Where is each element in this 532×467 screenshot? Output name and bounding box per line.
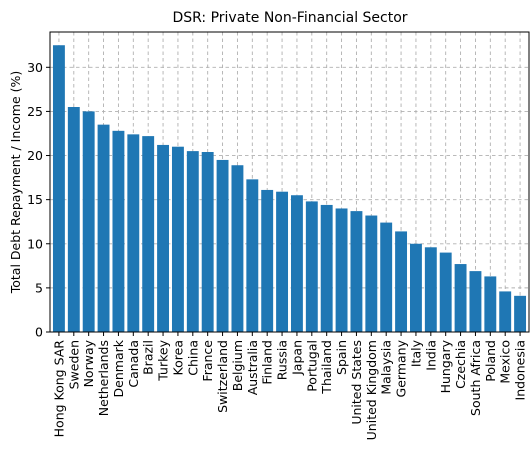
bar [380, 222, 393, 332]
bar [52, 45, 65, 333]
x-tick-label: Finland [260, 340, 275, 385]
bar [320, 204, 333, 332]
bar [171, 146, 184, 332]
bar [365, 215, 378, 332]
y-axis-label: Total Debt Repayment / Income (%) [8, 71, 23, 295]
x-tick-label: Germany [394, 339, 409, 397]
x-tick-label: Brazil [141, 340, 156, 375]
bar [142, 136, 155, 332]
x-tick-label: Malaysia [379, 340, 394, 395]
y-tick-label: 25 [27, 104, 43, 119]
bar [409, 243, 422, 332]
bar [305, 201, 318, 332]
x-tick-label: United Kingdom [364, 340, 379, 440]
bar [82, 111, 95, 332]
x-tick-label: Turkey [156, 339, 171, 381]
bar [231, 165, 244, 332]
plot-frame [49, 31, 530, 333]
x-tick-label: Hong Kong SAR [51, 340, 66, 438]
x-tick-label: Czechia [453, 340, 468, 389]
y-axis-ticks: 0 5 10 15 20 25 30 [27, 60, 50, 340]
bar [216, 159, 229, 332]
x-tick-label: Spain [334, 340, 349, 375]
bar [261, 189, 274, 332]
bar [157, 144, 170, 332]
y-tick-label: 20 [27, 148, 43, 163]
x-tick-label: Norway [81, 339, 96, 387]
bar [67, 107, 80, 332]
bar [499, 291, 512, 332]
bars [52, 45, 527, 333]
bar [112, 130, 125, 332]
x-tick-label: Indonesia [513, 340, 528, 400]
x-tick-label: France [200, 340, 215, 382]
x-tick-label: Poland [483, 340, 498, 382]
x-tick-label: Russia [275, 340, 290, 380]
x-tick-label: Belgium [230, 340, 245, 391]
x-tick-label: Korea [170, 340, 185, 375]
bar [424, 247, 437, 332]
chart-title: DSR: Private Non-Financial Sector [172, 10, 407, 26]
x-tick-label: Switzerland [215, 340, 230, 413]
x-tick-label: Canada [126, 340, 141, 388]
x-tick-label: India [423, 340, 438, 371]
y-tick-label: 15 [27, 192, 43, 207]
x-tick-label: United States [349, 340, 364, 425]
x-tick-label: China [185, 340, 200, 376]
bar [335, 208, 348, 332]
bar [290, 195, 303, 332]
bar [201, 152, 214, 332]
bar [350, 211, 363, 332]
x-tick-label: South Africa [468, 340, 483, 416]
x-tick-label: Thailand [319, 340, 334, 395]
bar [469, 271, 482, 332]
bar [127, 134, 140, 332]
x-tick-label: Sweden [66, 340, 81, 389]
x-tick-label: Italy [408, 339, 423, 367]
x-axis-ticks: Hong Kong SAR Sweden Norway Netherlands Denm… [51, 332, 528, 440]
x-tick-label: Netherlands [96, 340, 111, 416]
bar [276, 191, 289, 332]
x-tick-label: Mexico [498, 340, 513, 384]
x-tick-label: Australia [245, 340, 260, 395]
bar [395, 231, 408, 332]
x-tick-label: Denmark [111, 339, 126, 397]
bar [484, 276, 497, 332]
bar [97, 124, 110, 332]
bar [246, 179, 259, 332]
bar [186, 151, 199, 332]
x-tick-label: Portugal [304, 340, 319, 392]
x-tick-label: Hungary [438, 339, 453, 393]
y-tick-label: 0 [35, 325, 43, 340]
x-tick-label: Japan [289, 340, 304, 376]
y-tick-label: 30 [27, 60, 43, 75]
bar [514, 295, 527, 332]
bar [439, 252, 452, 332]
y-tick-label: 5 [35, 280, 43, 295]
bar [454, 264, 467, 332]
y-tick-label: 10 [27, 236, 43, 251]
